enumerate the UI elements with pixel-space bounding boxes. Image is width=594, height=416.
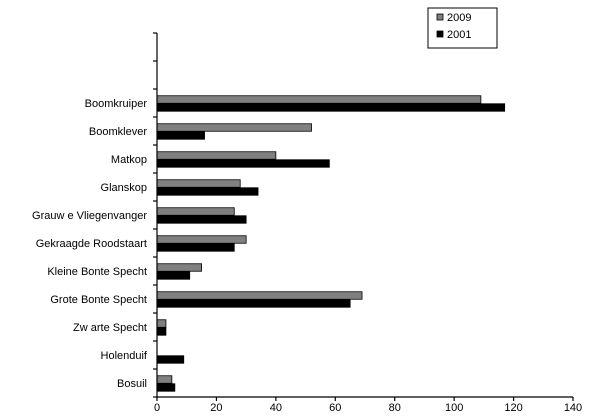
x-tick-label: 80: [389, 402, 401, 414]
bar-2009-1: [156, 123, 312, 132]
bar-2009-8: [156, 319, 167, 328]
category-label: Grote Bonte Specht: [50, 294, 147, 306]
category-labels: Boomkruiper Boomklever Matkop Glanskop Grauw…: [32, 98, 148, 390]
bars-group: [156, 95, 506, 392]
legend-label-2001: 2001: [447, 29, 471, 41]
x-tick-labels: 0 20 40 60 80 100 120 140: [154, 402, 582, 414]
bar-2009-5: [156, 235, 247, 244]
x-tick-label: 0: [154, 402, 160, 414]
legend-swatch-2009: [436, 13, 444, 21]
bar-2001-1: [156, 131, 205, 140]
bar-2001-9: [156, 355, 185, 364]
x-tick-label: 40: [270, 402, 282, 414]
category-label: Matkop: [111, 154, 147, 166]
bar-2001-10: [156, 383, 176, 392]
bar-2001-0: [156, 103, 506, 112]
bar-2001-5: [156, 243, 235, 252]
bar-2001-4: [156, 215, 247, 224]
legend-swatch-2001: [436, 30, 444, 38]
bar-2009-6: [156, 263, 202, 272]
category-label: Gekraagde Roodstaart: [36, 238, 147, 250]
bar-2001-7: [156, 299, 351, 308]
category-label: Glanskop: [101, 182, 147, 194]
category-label: Zw arte Specht: [73, 322, 147, 334]
x-tick-label: 100: [445, 402, 463, 414]
category-label: Kleine Bonte Specht: [47, 266, 147, 278]
axes-group: [153, 32, 574, 401]
x-tick-label: 120: [504, 402, 522, 414]
bar-2009-10: [156, 375, 173, 384]
bar-2009-4: [156, 207, 235, 216]
bar-2009-3: [156, 179, 241, 188]
category-label: Boomkruiper: [85, 98, 148, 110]
bar-2009-0: [156, 95, 482, 104]
category-label: Bosuil: [117, 378, 147, 390]
bar-2001-8: [156, 327, 167, 336]
category-label: Holenduif: [101, 350, 148, 362]
bar-2009-7: [156, 291, 363, 300]
legend-label-2009: 2009: [447, 12, 471, 24]
x-tick-label: 140: [564, 402, 582, 414]
bar-2009-2: [156, 151, 277, 160]
x-tick-label: 20: [210, 402, 222, 414]
x-tick-label: 60: [329, 402, 341, 414]
bar-2001-6: [156, 271, 191, 280]
bar-2001-2: [156, 159, 330, 168]
category-label: Boomklever: [89, 126, 147, 138]
bar-2001-3: [156, 187, 259, 196]
category-label: Grauw e Vliegenvanger: [32, 210, 147, 222]
legend: 2009 2001: [427, 7, 498, 49]
